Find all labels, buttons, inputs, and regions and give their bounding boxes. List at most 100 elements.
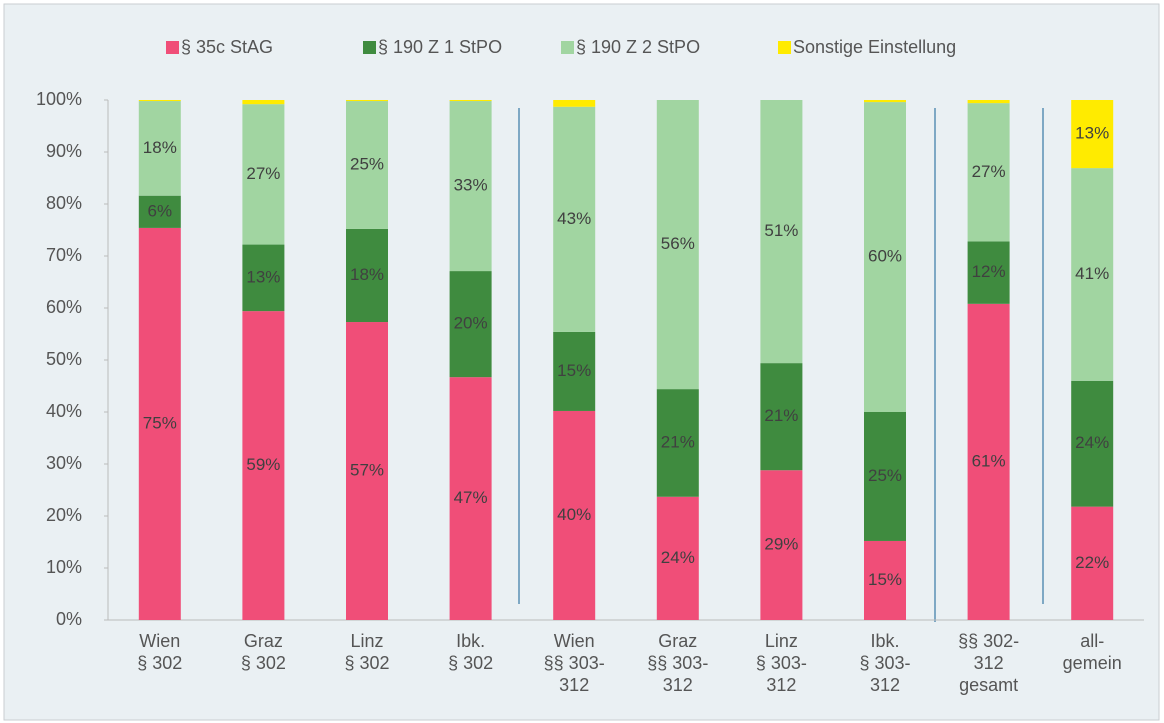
y-tick-label: 100% (36, 89, 82, 109)
x-tick-line: 312 (974, 653, 1004, 673)
bar-segment (346, 100, 388, 102)
bar-segment (346, 228, 388, 323)
bar-segment (864, 412, 906, 541)
bar-segment (242, 104, 285, 245)
bar-segment (656, 496, 699, 620)
x-tick-line: gesamt (959, 675, 1018, 695)
bar-segment (242, 100, 285, 105)
y-tick-label: 30% (46, 453, 82, 473)
x-tick-line: Wien (139, 631, 180, 651)
value-label: 27% (972, 162, 1006, 181)
bar-segment (242, 244, 285, 312)
y-tick-label: 20% (46, 505, 82, 525)
x-tick-line: 312 (559, 675, 589, 695)
value-label: 57% (350, 461, 384, 480)
bar-segment (449, 271, 492, 378)
value-label: 13% (246, 267, 280, 286)
value-label: 43% (557, 209, 591, 228)
value-label: 59% (246, 455, 280, 474)
bar-segment (449, 100, 492, 102)
x-tick-line: § 302 (344, 653, 389, 673)
bar-segment (656, 389, 699, 497)
x-tick-line: all- (1080, 631, 1104, 651)
value-label: 24% (1075, 433, 1109, 452)
value-label: 41% (1075, 264, 1109, 283)
x-tick-label: Linz § 303-312 (756, 631, 807, 695)
bar-segment (553, 331, 596, 411)
x-tick-line: §§ 303- (647, 653, 708, 673)
y-tick-label: 90% (46, 141, 82, 161)
value-label: 24% (661, 548, 695, 567)
bar-segment (864, 100, 906, 103)
x-tick-line: Ibk. (870, 631, 899, 651)
y-tick-label: 0% (56, 609, 82, 629)
bar-segment (138, 100, 181, 102)
bar-segment (138, 227, 181, 621)
bar-segment (346, 322, 388, 620)
x-tick-line: § 302 (448, 653, 493, 673)
value-label: 12% (972, 262, 1006, 281)
bar-segment (967, 103, 1010, 242)
value-label: 56% (661, 234, 695, 253)
y-tick-label: 60% (46, 297, 82, 317)
x-tick-line: § 303- (859, 653, 910, 673)
x-tick-label: Ibk. § 302 (448, 631, 493, 673)
value-label: 33% (454, 176, 488, 195)
value-label: 75% (143, 413, 177, 432)
value-label: 20% (454, 314, 488, 333)
x-tick-line: § 303- (756, 653, 807, 673)
legend-label: § 35c StAG (181, 37, 273, 57)
x-tick-line: § 302 (137, 653, 182, 673)
value-label: 40% (557, 505, 591, 524)
value-label: 21% (661, 432, 695, 451)
y-tick-label: 50% (46, 349, 82, 369)
bar-segment (138, 101, 181, 196)
bar-segment (1071, 380, 1114, 507)
bar-segment (449, 101, 492, 272)
x-tick-line: Linz (765, 631, 798, 651)
legend-swatch (166, 41, 179, 54)
legend-label: Sonstige Einstellung (793, 37, 956, 57)
x-tick-line: Graz (244, 631, 283, 651)
value-label: 29% (764, 535, 798, 554)
x-tick-line: Ibk. (456, 631, 485, 651)
value-label: 18% (143, 138, 177, 157)
value-label: 6% (148, 201, 173, 220)
legend-swatch (363, 41, 376, 54)
value-label: 60% (868, 247, 902, 266)
x-tick-label: Wien § 302 (137, 631, 182, 673)
x-tick-label: Graz § 302 (241, 631, 286, 673)
legend-swatch (561, 41, 574, 54)
legend-label: § 190 Z 2 StPO (576, 37, 700, 57)
x-tick-line: §§ 303- (544, 653, 605, 673)
x-tick-label: Ibk. § 303-312 (859, 631, 910, 695)
bar-segment (1071, 506, 1114, 620)
value-label: 22% (1075, 553, 1109, 572)
value-label: 27% (246, 164, 280, 183)
bar-segment (967, 303, 1010, 620)
bar-segment (760, 100, 803, 364)
value-label: 25% (868, 466, 902, 485)
value-label: 61% (972, 451, 1006, 470)
bar-segment (967, 241, 1010, 304)
x-tick-line: 312 (870, 675, 900, 695)
x-tick-label: §§ 302-312 gesamt (958, 631, 1019, 695)
value-label: 21% (764, 406, 798, 425)
legend-swatch (778, 41, 791, 54)
bar-segment (760, 470, 803, 620)
x-tick-line: 312 (663, 675, 693, 695)
x-tick-line: 312 (766, 675, 796, 695)
x-tick-label: all-gemein (1063, 631, 1122, 673)
value-label: 18% (350, 265, 384, 284)
bar-segment (553, 100, 596, 107)
x-tick-label: Graz §§ 303-312 (647, 631, 708, 695)
bar-segment (864, 102, 906, 412)
bar-segment (760, 363, 803, 471)
bar-segment (864, 540, 906, 620)
x-tick-line: § 302 (241, 653, 286, 673)
y-tick-label: 10% (46, 557, 82, 577)
bar-segment (242, 311, 285, 620)
legend-label: § 190 Z 1 StPO (378, 37, 502, 57)
bar-segment (1071, 168, 1114, 381)
